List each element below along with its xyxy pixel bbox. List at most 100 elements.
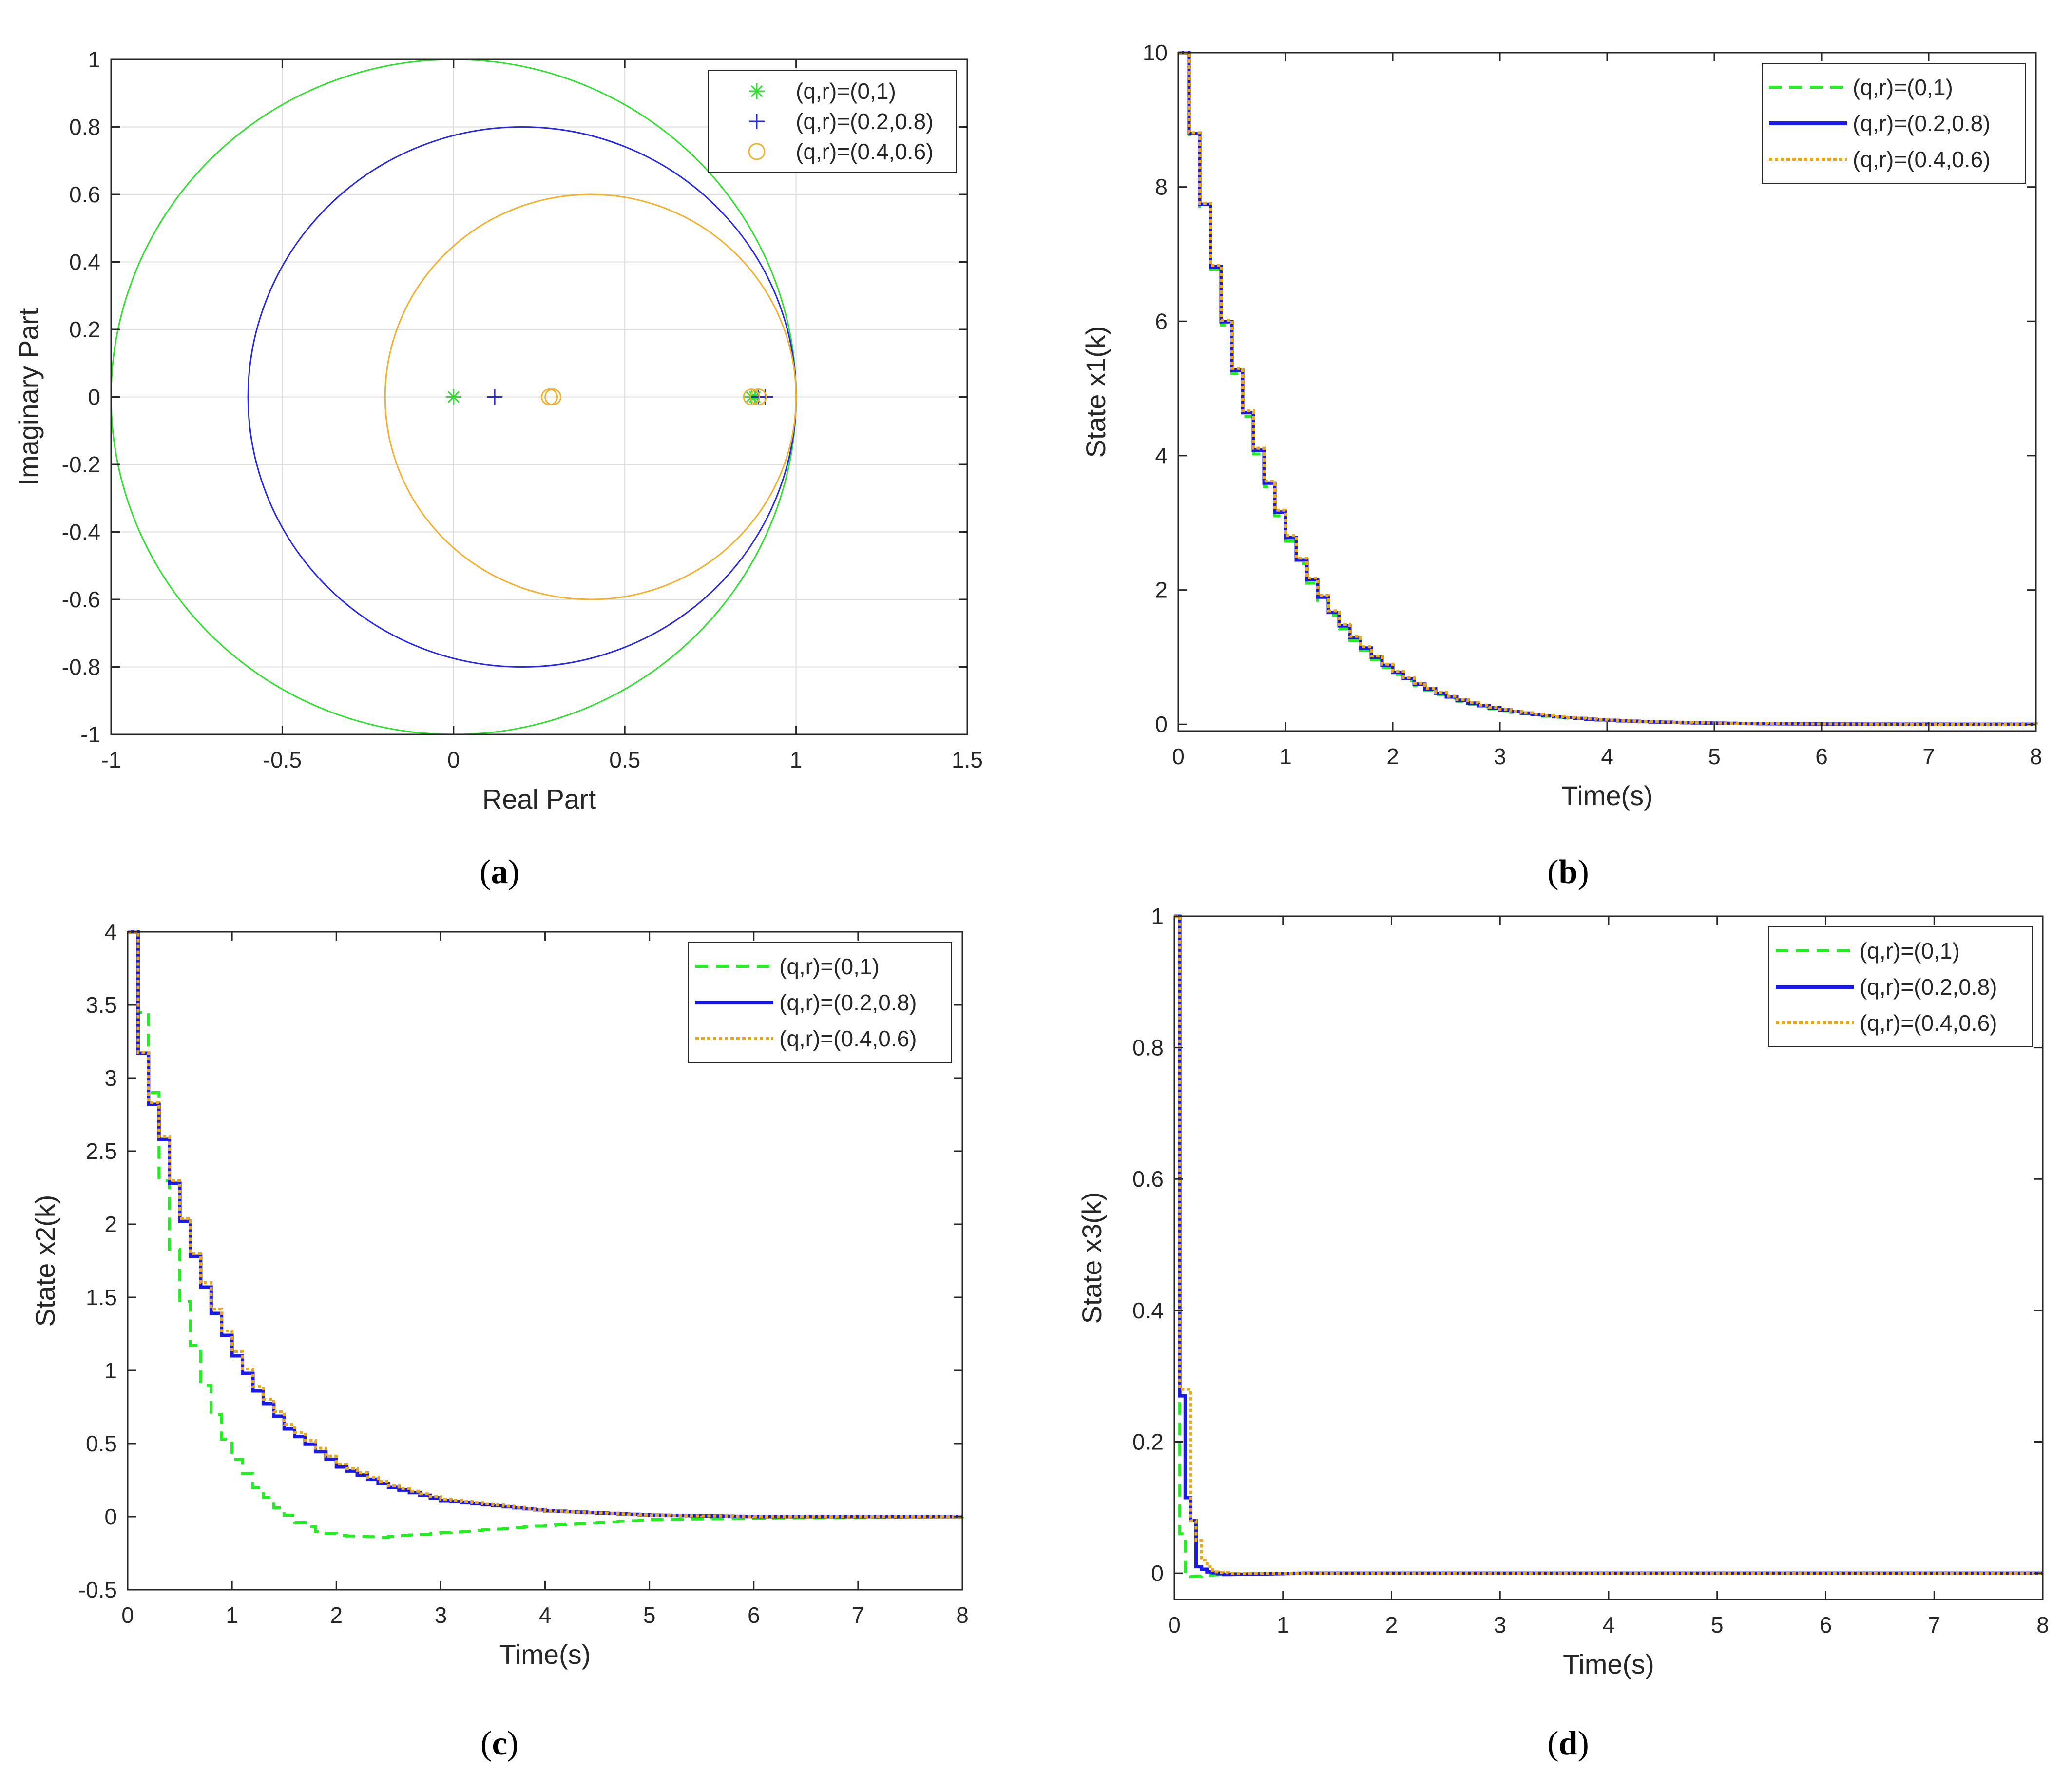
chart-panel-d: 0 1 2 3 4 5 6 7 8 0 0.2 0.4 0.6 0.8 1 Time(s) State x3(k… [1076, 904, 2049, 1762]
y-tick-label: 10 [1143, 40, 1168, 65]
y-tick-label: -1 [80, 722, 100, 747]
legend-entry: (q,r)=(0,1) [1860, 938, 1960, 964]
y-tick-label: 0.5 [86, 1431, 117, 1456]
x-tick-label: 0 [1168, 1612, 1181, 1638]
y-tick-label: 0.8 [1132, 1035, 1164, 1060]
panel-label: (a) [480, 853, 519, 891]
x-tick-label: 1 [1277, 1612, 1289, 1638]
chart-panel-c: 0 1 2 3 4 5 6 7 8-0.500.511.522.533.54Time(s)Sta… [30, 919, 969, 1762]
y-tick-label: 3.5 [86, 992, 117, 1018]
x-tick-label: 4 [1601, 744, 1613, 769]
x-tick-label: 5 [1708, 744, 1721, 769]
legend-entry: (q,r)=(0.4,0.6) [796, 139, 934, 164]
y-tick-label: 0 [88, 385, 100, 410]
x-tick-label: 1 [226, 1602, 238, 1628]
series-line [1174, 915, 2043, 1575]
x-tick-label: -1 [101, 747, 121, 772]
x-tick-label: 7 [1922, 744, 1935, 769]
pole-marker [743, 388, 760, 405]
y-tick-label: 2.5 [86, 1138, 117, 1164]
x-tick-label: -0.5 [263, 747, 302, 772]
y-tick-label: 0.2 [1132, 1429, 1164, 1454]
x-tick-label: 0.5 [609, 747, 640, 772]
legend-entry: (q,r)=(0,1) [796, 78, 896, 104]
series-line [1178, 51, 2036, 726]
x-tick-label: 4 [539, 1602, 552, 1628]
legend-entry: (q,r)=(0.4,0.6) [1853, 147, 1991, 172]
y-tick-label: 0.6 [1132, 1166, 1164, 1192]
series-line [128, 930, 964, 1539]
y-tick-label: -0.8 [62, 655, 100, 680]
y-tick-label: 3 [104, 1065, 117, 1091]
x-tick-label: 7 [1928, 1612, 1940, 1638]
x-tick-label: 6 [1815, 744, 1828, 769]
legend-entry: (q,r)=(0.2,0.8) [1853, 111, 1991, 136]
pole-marker [487, 389, 503, 405]
x-tick-label: 2 [1385, 1612, 1398, 1638]
panel-letter: c [492, 1725, 507, 1762]
y-tick-label: -0.6 [62, 587, 100, 612]
x-tick-label: 3 [435, 1602, 447, 1628]
series-line [128, 930, 962, 1518]
y-tick-label: -0.2 [62, 452, 100, 477]
panel-letter: a [491, 853, 508, 891]
x-tick-label: 1 [1279, 744, 1292, 769]
legend-entry: (q,r)=(0.4,0.6) [1860, 1010, 1997, 1036]
x-axis-label: Time(s) [1563, 1649, 1654, 1679]
x-tick-label: 3 [1494, 744, 1506, 769]
x-tick-label: 5 [643, 1602, 656, 1628]
y-tick-label: 0 [1151, 1561, 1164, 1586]
y-tick-label: 0.4 [69, 250, 100, 275]
legend-marker [749, 114, 765, 129]
legend-marker [748, 143, 766, 160]
x-axis-label: Time(s) [1561, 780, 1653, 811]
y-tick-label: -0.4 [62, 520, 100, 545]
x-tick-label: 3 [1494, 1612, 1506, 1638]
y-tick-label: 8 [1155, 174, 1168, 200]
y-axis-label: State x1(k) [1080, 326, 1111, 458]
legend-marker [749, 83, 765, 99]
x-tick-label: 5 [1711, 1612, 1724, 1638]
legend-entry: (q,r)=(0,1) [1853, 75, 1953, 100]
y-tick-label: 0.6 [69, 182, 100, 207]
x-tick-label: 8 [2036, 1612, 2049, 1638]
pole-marker [544, 388, 562, 405]
x-tick-label: 1.5 [952, 747, 983, 772]
y-tick-label: 0.2 [69, 317, 100, 342]
panel-label: (d) [1547, 1725, 1589, 1762]
x-tick-label: 1 [790, 747, 803, 772]
y-tick-label: 6 [1155, 308, 1168, 334]
y-tick-label: 0.8 [69, 115, 100, 140]
x-tick-label: 8 [956, 1602, 969, 1628]
panel-label: (c) [480, 1725, 518, 1762]
legend-entry: (q,r)=(0.2,0.8) [1860, 974, 1997, 1000]
x-tick-label: 0 [121, 1602, 134, 1628]
y-tick-label: 4 [1155, 443, 1168, 468]
legend-entry: (q,r)=(0.4,0.6) [779, 1026, 917, 1051]
legend-entry: (q,r)=(0.2,0.8) [779, 990, 917, 1015]
y-tick-label: 0.4 [1132, 1298, 1164, 1323]
y-axis-label: State x2(k) [30, 1195, 60, 1327]
y-tick-label: 1 [104, 1358, 117, 1383]
y-tick-label: 1 [1151, 904, 1164, 929]
x-tick-label: 8 [2030, 744, 2042, 769]
y-axis-label: State x3(k) [1076, 1192, 1107, 1324]
y-tick-label: 0 [104, 1504, 117, 1529]
panel-label: (b) [1547, 853, 1589, 891]
panel-letter: d [1559, 1725, 1578, 1762]
x-tick-label: 0 [447, 747, 460, 772]
y-tick-label: 0 [1155, 712, 1168, 737]
x-tick-label: 2 [330, 1602, 343, 1628]
legend-entry: (q,r)=(0,1) [779, 954, 880, 979]
chart-panel-a: -1 -0.5 0 0.5 1 1.5 -1 -0.8 -0.6 -0.4 -0.2 0 0.2 0.4 0… [13, 47, 983, 891]
y-tick-label: 4 [104, 919, 117, 944]
x-axis-label: Time(s) [499, 1639, 591, 1670]
legend-entry: (q,r)=(0.2,0.8) [796, 109, 934, 134]
pole-marker [445, 389, 461, 405]
y-tick-label: 2 [1155, 578, 1168, 603]
y-axis-label: Imaginary Part [13, 308, 44, 486]
x-tick-label: 6 [748, 1602, 760, 1628]
x-tick-label: 4 [1602, 1612, 1615, 1638]
chart-panel-b: 0 1 2 3 4 5 6 7 8 0 2 4 6 8 10 Time(s) State x1(k) (b) (q,… [1080, 40, 2042, 891]
